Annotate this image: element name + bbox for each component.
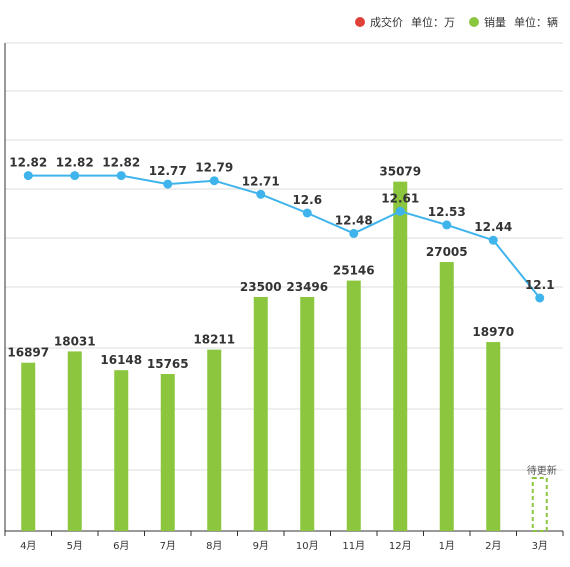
sales-bar-3 xyxy=(160,373,175,531)
x-tick-label-0: 4月 xyxy=(20,540,36,552)
price-point-3 xyxy=(163,179,173,189)
price-label-6: 12.6 xyxy=(292,193,322,207)
price-point-4 xyxy=(209,176,219,186)
x-tick-label-9: 1月 xyxy=(439,540,455,552)
x-tick-label-11: 3月 xyxy=(532,540,548,552)
price-label-5: 12.71 xyxy=(242,174,280,188)
pending-label: 待更新 xyxy=(527,464,557,477)
legend: 成交价 单位：万 销量 单位：辆 xyxy=(355,12,570,32)
sales-bar-9 xyxy=(439,262,454,531)
x-tick-label-7: 11月 xyxy=(342,540,365,552)
sales-bar-10 xyxy=(486,342,501,531)
legend-sales-dot xyxy=(469,17,479,27)
price-point-5 xyxy=(256,189,266,199)
legend-sales[interactable]: 销量 单位：辆 xyxy=(469,14,558,30)
pending-bar xyxy=(531,477,548,532)
x-tick-label-1: 5月 xyxy=(67,540,83,552)
price-label-3: 12.77 xyxy=(149,164,187,178)
sales-bar-6 xyxy=(300,296,315,531)
x-tick-label-2: 6月 xyxy=(113,540,129,552)
price-label-7: 12.48 xyxy=(335,213,373,227)
price-label-10: 12.44 xyxy=(474,220,512,234)
price-point-11 xyxy=(535,293,545,303)
sales-label-5: 23500 xyxy=(240,280,282,294)
price-line xyxy=(28,174,541,299)
price-point-9 xyxy=(442,220,452,230)
x-tick-label-6: 10月 xyxy=(296,540,319,552)
sales-bar-4 xyxy=(207,349,222,531)
sales-bar-8 xyxy=(393,181,408,532)
sales-bar-2 xyxy=(114,370,129,531)
sales-bar-0 xyxy=(21,362,36,531)
x-tick-label-5: 9月 xyxy=(253,540,269,552)
price-point-1 xyxy=(70,171,80,181)
sales-label-10: 18970 xyxy=(472,325,514,339)
price-point-2 xyxy=(116,171,126,181)
x-tick-label-8: 12月 xyxy=(389,540,412,552)
price-point-0 xyxy=(23,171,33,181)
legend-price-unit: 单位：万 xyxy=(411,16,455,29)
sales-label-1: 18031 xyxy=(54,334,96,348)
price-label-0: 12.82 xyxy=(9,156,47,170)
legend-sales-label: 销量 xyxy=(484,16,506,29)
legend-price[interactable]: 成交价 单位：万 xyxy=(355,14,455,30)
price-label-2: 12.82 xyxy=(102,156,140,170)
sales-label-0: 16897 xyxy=(7,346,49,360)
sales-label-7: 25146 xyxy=(333,264,375,278)
sales-label-8: 35079 xyxy=(379,165,421,179)
price-point-8 xyxy=(395,206,405,216)
price-point-7 xyxy=(349,228,359,238)
price-label-11: 12.1 xyxy=(525,278,555,292)
legend-price-label: 成交价 xyxy=(370,16,403,29)
x-tick-label-3: 7月 xyxy=(160,540,176,552)
x-tick-label-10: 2月 xyxy=(485,540,501,552)
sales-bar-5 xyxy=(253,296,268,531)
price-point-6 xyxy=(302,208,312,218)
sales-bar-1 xyxy=(67,351,82,531)
price-label-4: 12.79 xyxy=(195,161,233,175)
legend-sales-unit: 单位：辆 xyxy=(514,16,558,29)
sales-label-4: 18211 xyxy=(193,333,235,347)
sales-label-6: 23496 xyxy=(286,280,328,294)
price-label-8: 12.61 xyxy=(381,191,419,205)
sales-label-9: 27005 xyxy=(426,245,468,259)
sales-label-3: 15765 xyxy=(147,357,189,371)
price-label-1: 12.82 xyxy=(56,156,94,170)
price-label-9: 12.53 xyxy=(428,205,466,219)
legend-price-dot xyxy=(355,17,365,27)
price-point-10 xyxy=(488,235,498,245)
sales-label-2: 16148 xyxy=(100,353,142,367)
x-tick-label-4: 8月 xyxy=(206,540,222,552)
sales-bar-7 xyxy=(346,280,361,531)
